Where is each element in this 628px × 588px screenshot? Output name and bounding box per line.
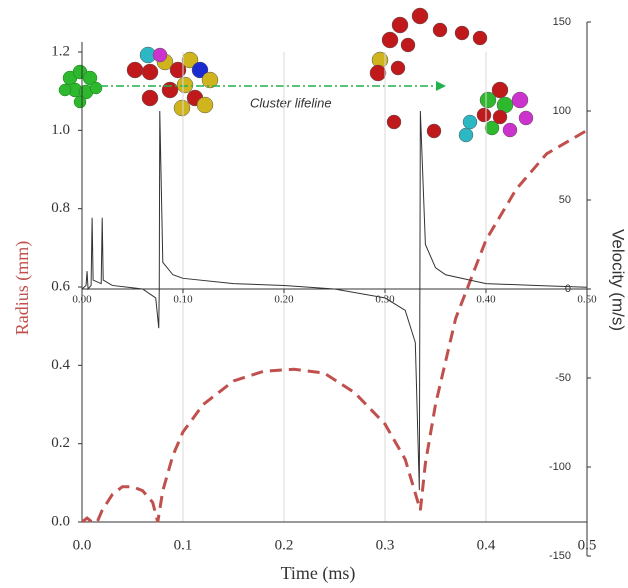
y-tick-label: 1.2	[51, 43, 70, 59]
x-tick-label: 0.1	[174, 537, 193, 553]
x2-tick-label: 0.20	[274, 294, 294, 306]
cluster-images	[58, 7, 534, 143]
y-axis-label: Radius (mm)	[12, 241, 33, 336]
x-tick-label: 0.3	[376, 537, 395, 553]
y2-tick-label: -150	[549, 550, 571, 562]
lifeline-arrowhead	[436, 81, 446, 91]
y2-tick-label: 50	[559, 194, 571, 206]
y-tick-label: 0.4	[51, 357, 70, 373]
x2-tick-label: 0.40	[476, 294, 496, 306]
y2-axis-label: Velocity (m/s)	[609, 229, 628, 331]
y2-tick-label: 150	[553, 16, 571, 28]
x-tick-label: 0.0	[73, 537, 92, 553]
y2-tick-label: -100	[549, 461, 571, 473]
y-tick-label: 0.8	[51, 200, 70, 216]
y-tick-label: 0.0	[51, 513, 70, 529]
y-tick-label: 1.0	[51, 122, 70, 138]
series-line	[81, 129, 588, 524]
x2-tick-label: 0.30	[375, 294, 395, 306]
x2-tick-label: 0.10	[173, 294, 193, 306]
annotation: Cluster lifeline	[250, 95, 332, 110]
x-axis-label: Time (ms)	[281, 563, 356, 584]
y-tick-label: 0.6	[51, 278, 70, 294]
y-tick-label: 0.2	[51, 435, 70, 451]
y2-tick-label: 100	[553, 105, 571, 117]
series-line	[81, 110, 588, 491]
x-tick-label: 0.2	[275, 537, 294, 553]
x-tick-label: 0.4	[477, 537, 496, 553]
y2-tick-label: -50	[555, 372, 571, 384]
